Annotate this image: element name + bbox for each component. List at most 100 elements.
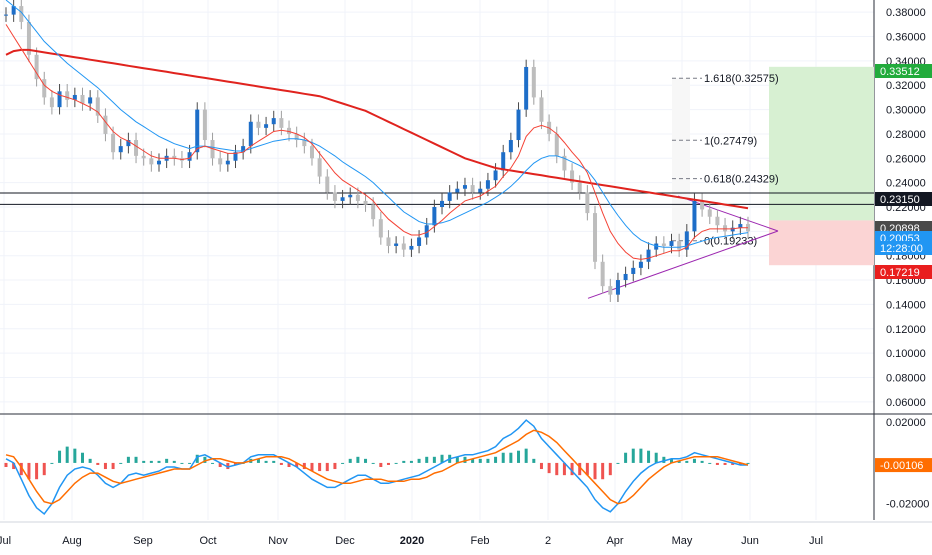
macd-histogram-bar	[478, 458, 482, 463]
candle-body	[585, 192, 590, 214]
macd-histogram-bar	[264, 460, 268, 463]
macd-histogram-bar	[647, 450, 651, 463]
price-tick-label: 0.36000	[886, 32, 926, 44]
candle-body	[26, 21, 31, 55]
price-tick-label: 0.12000	[886, 324, 926, 336]
candle-body	[593, 213, 598, 262]
candle-body	[577, 182, 582, 193]
macd-histogram-bar	[394, 462, 398, 464]
macd-histogram-bar	[662, 456, 666, 463]
candle-body	[730, 227, 735, 232]
macd-histogram-bar	[608, 462, 612, 476]
time-tick-label: Apr	[606, 535, 623, 547]
macd-histogram-bar	[601, 462, 605, 480]
macd-histogram-bar	[27, 462, 31, 480]
price-tick-label: 0.06000	[886, 397, 926, 409]
macd-histogram-bar	[746, 462, 750, 464]
ma200-line	[5, 48, 749, 210]
macd-histogram-bar	[624, 452, 628, 463]
macd-histogram-bar	[409, 460, 413, 463]
candle-body	[661, 243, 666, 246]
candle-body	[631, 267, 636, 274]
candle-body	[309, 146, 314, 159]
time-tick-label: Oct	[199, 535, 216, 547]
macd-histogram-bar	[639, 448, 643, 463]
candle-body	[325, 176, 330, 193]
macd-histogram-bar	[731, 462, 735, 465]
fib-level-label: 0.618(0.24329)	[704, 174, 779, 186]
price-label-text: 0.33512	[880, 66, 920, 78]
candle-body	[424, 225, 429, 238]
fib-level-label: 1(0.27479)	[704, 135, 757, 147]
macd-histogram-bar	[203, 456, 207, 463]
macd-histogram-bar	[700, 460, 704, 463]
macd-histogram-bar	[631, 448, 635, 463]
macd-histogram-bar	[218, 462, 222, 467]
macd-histogram-bar	[539, 462, 543, 470]
candle-body	[118, 146, 123, 153]
position-profit-zone	[769, 66, 874, 221]
candle-body	[554, 133, 559, 156]
candle-body	[141, 155, 146, 159]
candle-body	[615, 280, 620, 295]
candle-body	[623, 273, 628, 281]
candle-body	[264, 124, 269, 128]
macd-histogram-bar	[738, 462, 742, 465]
macd-histogram-bar	[103, 462, 107, 470]
candle-body	[11, 6, 16, 15]
macd-line	[5, 419, 748, 515]
macd-histogram-bar	[532, 458, 536, 463]
price-label-badge	[875, 64, 932, 78]
candle-body	[485, 180, 490, 189]
macd-histogram-bar	[295, 462, 299, 467]
macd-histogram-bar	[677, 460, 681, 463]
macd-histogram-bar	[471, 458, 475, 463]
candle-body	[478, 188, 483, 193]
macd-histogram-bar	[134, 456, 138, 463]
candle-body	[470, 185, 475, 193]
candle-body	[654, 243, 659, 250]
macd-histogram-bar	[509, 452, 513, 463]
candle-body	[202, 109, 207, 141]
macd-histogram-bar	[325, 462, 329, 472]
macd-histogram-bar	[256, 458, 260, 463]
macd-tick-label: 0.02000	[886, 417, 926, 429]
macd-histogram-bar	[670, 458, 674, 463]
macd-histogram-bar	[547, 462, 551, 474]
candle-body	[65, 91, 70, 100]
candle-body	[707, 209, 712, 217]
price-label-text: 12:28:00	[880, 243, 923, 255]
candle-body	[401, 243, 406, 250]
candle-body	[57, 91, 62, 108]
price-tick-label: 0.26000	[886, 153, 926, 165]
candle-body	[42, 79, 47, 98]
macd-signal-line	[5, 429, 749, 505]
candle-body	[700, 200, 705, 210]
macd-histogram-bar	[348, 458, 352, 463]
macd-histogram-bar	[35, 462, 39, 480]
ema50-line	[5, 0, 749, 248]
ema20-line	[5, 24, 748, 260]
candle-body	[692, 200, 697, 232]
macd-histogram-bar	[272, 460, 276, 463]
candle-body	[524, 66, 529, 110]
position-loss-zone	[769, 220, 874, 266]
macd-histogram-bar	[578, 462, 582, 476]
macd-histogram-bar	[172, 460, 176, 463]
fib-shade	[672, 78, 690, 241]
candle-body	[149, 158, 154, 165]
candle-body	[669, 241, 674, 246]
candle-body	[88, 97, 93, 104]
macd-label-badge	[875, 458, 932, 473]
price-label-badge	[875, 265, 932, 279]
candle-body	[195, 109, 200, 153]
candle-body	[432, 207, 437, 226]
candle-body	[302, 140, 307, 147]
price-tick-label: 0.24000	[886, 178, 926, 190]
macd-histogram-bar	[402, 460, 406, 463]
price-tick-label: 0.28000	[886, 129, 926, 141]
candle-body	[241, 146, 246, 153]
macd-histogram-bar	[302, 462, 306, 470]
macd-histogram-bar	[180, 462, 184, 464]
